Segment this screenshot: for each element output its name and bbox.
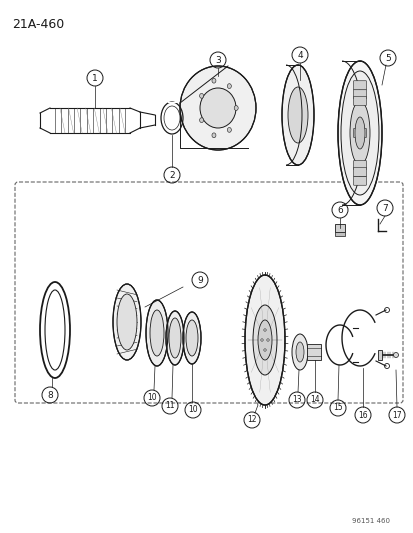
Ellipse shape (199, 118, 203, 123)
FancyBboxPatch shape (353, 128, 366, 138)
Ellipse shape (185, 320, 197, 356)
Text: 8: 8 (47, 391, 53, 400)
Ellipse shape (169, 318, 180, 358)
Text: 4: 4 (297, 51, 302, 60)
Ellipse shape (150, 310, 164, 356)
FancyBboxPatch shape (353, 176, 366, 185)
Text: 13: 13 (292, 395, 301, 405)
Ellipse shape (227, 127, 231, 132)
Ellipse shape (291, 334, 307, 370)
Text: 96151 460: 96151 460 (351, 518, 389, 524)
Ellipse shape (287, 87, 307, 143)
FancyBboxPatch shape (377, 350, 381, 360)
Ellipse shape (227, 84, 231, 88)
FancyBboxPatch shape (353, 96, 366, 106)
Text: 3: 3 (215, 55, 221, 64)
Ellipse shape (252, 305, 276, 375)
Text: 12: 12 (247, 416, 256, 424)
Ellipse shape (211, 133, 216, 138)
Ellipse shape (340, 71, 378, 195)
Ellipse shape (263, 349, 266, 351)
Ellipse shape (199, 93, 203, 98)
FancyBboxPatch shape (353, 90, 366, 99)
Text: 2: 2 (169, 171, 174, 180)
FancyBboxPatch shape (334, 224, 344, 232)
Ellipse shape (183, 312, 201, 364)
Ellipse shape (244, 275, 284, 405)
FancyBboxPatch shape (334, 232, 344, 236)
Text: 14: 14 (309, 395, 319, 405)
Ellipse shape (199, 88, 235, 128)
FancyBboxPatch shape (353, 167, 366, 176)
Ellipse shape (117, 294, 137, 350)
Ellipse shape (263, 329, 266, 331)
Text: 7: 7 (381, 204, 387, 213)
Text: 11: 11 (165, 401, 174, 410)
Ellipse shape (281, 65, 313, 165)
Text: 10: 10 (147, 393, 157, 402)
Ellipse shape (295, 342, 303, 362)
Ellipse shape (211, 78, 216, 83)
Text: 1: 1 (92, 74, 97, 83)
Ellipse shape (349, 101, 369, 165)
Text: 16: 16 (357, 410, 367, 419)
Ellipse shape (180, 66, 255, 150)
Ellipse shape (260, 339, 263, 341)
Ellipse shape (354, 117, 364, 149)
FancyBboxPatch shape (353, 81, 366, 90)
Text: 9: 9 (197, 276, 202, 285)
Ellipse shape (266, 339, 268, 341)
Ellipse shape (257, 320, 271, 360)
Ellipse shape (146, 300, 168, 366)
Text: 10: 10 (188, 406, 197, 415)
Text: 6: 6 (336, 206, 342, 214)
Ellipse shape (337, 61, 381, 205)
Ellipse shape (166, 311, 183, 365)
Text: 5: 5 (384, 53, 390, 62)
FancyBboxPatch shape (353, 160, 366, 169)
Ellipse shape (392, 352, 398, 358)
Text: 21A-460: 21A-460 (12, 18, 64, 31)
Ellipse shape (113, 284, 141, 360)
FancyBboxPatch shape (306, 344, 320, 360)
Text: 17: 17 (391, 410, 401, 419)
Text: 15: 15 (332, 403, 342, 413)
Ellipse shape (234, 106, 237, 110)
